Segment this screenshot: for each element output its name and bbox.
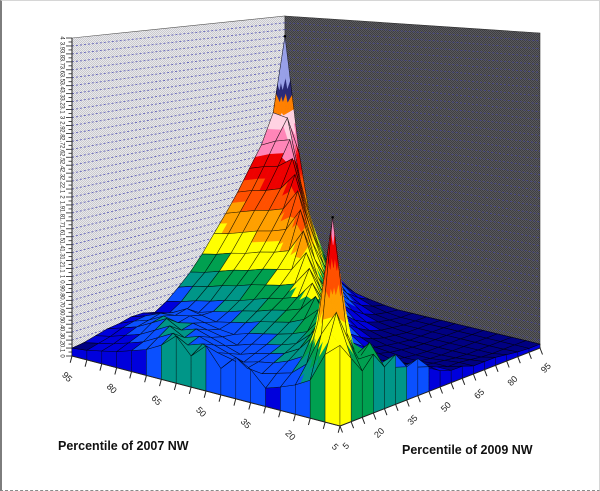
svg-text:95: 95 [539,361,553,375]
svg-text:3.1: 3.1 [58,105,64,114]
svg-text:0.2: 0.2 [59,336,65,345]
svg-text:95: 95 [60,370,74,384]
x-axis-title: Percentile of 2007 NW [58,439,189,453]
svg-text:2.5: 2.5 [59,153,65,162]
svg-text:1.1: 1.1 [59,264,65,273]
svg-text:80: 80 [105,381,119,395]
svg-text:20: 20 [372,426,386,440]
svg-text:0.9: 0.9 [58,280,64,289]
svg-text:1.4: 1.4 [59,241,65,250]
svg-text:50: 50 [439,400,453,414]
svg-text:4: 4 [59,36,65,40]
svg-text:2.9: 2.9 [58,121,64,130]
svg-text:3.5: 3.5 [59,74,65,83]
svg-text:2.7: 2.7 [58,137,64,146]
svg-text:5: 5 [330,442,341,453]
svg-text:1.5: 1.5 [59,233,65,242]
svg-text:3: 3 [59,116,65,120]
svg-text:2.3: 2.3 [58,169,64,178]
svg-text:3.3: 3.3 [58,89,64,98]
svg-text:1.2: 1.2 [59,256,65,265]
svg-text:0.6: 0.6 [59,304,65,313]
svg-text:2.2: 2.2 [59,177,65,186]
svg-text:3.7: 3.7 [58,58,64,67]
svg-text:80: 80 [505,374,519,388]
svg-text:3.2: 3.2 [59,97,65,106]
svg-text:65: 65 [149,393,163,407]
svg-text:2.6: 2.6 [59,145,65,154]
svg-text:0.8: 0.8 [59,288,65,297]
svg-text:2: 2 [59,195,65,199]
svg-text:2.4: 2.4 [59,161,65,170]
svg-text:35: 35 [239,416,253,430]
svg-text:5: 5 [341,441,352,452]
svg-text:0.3: 0.3 [58,328,64,337]
svg-text:0.1: 0.1 [59,344,65,353]
svg-text:3.9: 3.9 [58,42,64,51]
svg-text:3.8: 3.8 [59,50,65,59]
svg-text:1: 1 [59,275,65,279]
svg-text:2.8: 2.8 [59,129,65,138]
svg-text:3.4: 3.4 [59,82,65,91]
svg-text:1.3: 1.3 [58,248,64,257]
svg-text:0.5: 0.5 [59,312,65,321]
svg-text:0: 0 [59,354,65,358]
y-axis-title: Percentile of 2009 NW [402,443,533,457]
svg-text:50: 50 [194,405,208,419]
svg-text:65: 65 [472,387,486,401]
svg-text:1.8: 1.8 [59,209,65,218]
svg-text:0.4: 0.4 [59,320,65,329]
svg-text:2.1: 2.1 [58,185,64,194]
z-axis: 00.10.20.30.40.50.60.70.80.911.11.21.31.… [58,36,73,358]
svg-text:1.7: 1.7 [58,217,64,226]
svg-text:3.6: 3.6 [59,66,65,75]
surface-mesh [71,34,541,427]
svg-text:1.9: 1.9 [58,201,64,210]
svg-text:20: 20 [283,428,297,442]
svg-text:0.7: 0.7 [59,296,65,305]
svg-text:1.6: 1.6 [59,225,65,234]
svg-text:35: 35 [405,413,419,427]
